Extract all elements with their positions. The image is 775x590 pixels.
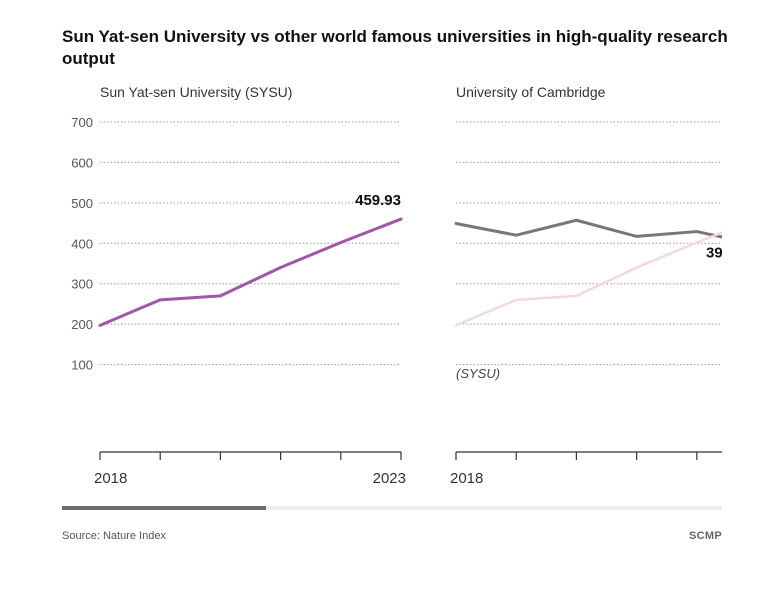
x-tick-label: 2023 [373, 470, 406, 487]
y-tick-label: 600 [71, 155, 93, 170]
brand-logo: SCMP [689, 530, 722, 542]
end-value-label: 397 [706, 244, 722, 261]
y-tick-label: 100 [71, 358, 93, 373]
charts-svg: Sun Yat-sen University (SYSU) 100 200 300 40… [71, 84, 722, 487]
horizontal-scrollbar-thumb[interactable] [62, 506, 266, 510]
horizontal-scrollbar-track[interactable] [62, 506, 722, 510]
series-line-cambridge [454, 218, 722, 239]
x-tick-label: 2018 [450, 470, 483, 487]
series-line-sysu-faded [454, 231, 722, 327]
y-tick-label: 500 [71, 196, 93, 211]
y-tick-label: 300 [71, 277, 93, 292]
panel-title: Sun Yat-sen University (SYSU) [100, 84, 292, 100]
series-line-sysu [98, 217, 403, 327]
panel-title: University of Cambridge [456, 84, 606, 100]
chart-scroll-viewport[interactable]: Sun Yat-sen University (SYSU) 100 200 300 40… [0, 75, 722, 505]
y-tick-label: 400 [71, 236, 93, 251]
chart-title: Sun Yat-sen University vs other world fa… [62, 27, 728, 68]
y-tick-label: 700 [71, 115, 93, 130]
end-value-label: 459.93 [355, 192, 401, 209]
sysu-annotation: (SYSU) [456, 366, 500, 381]
y-tick-label: 200 [71, 317, 93, 332]
source-note: Source: Nature Index [62, 530, 166, 542]
x-tick-label: 2018 [94, 470, 127, 487]
